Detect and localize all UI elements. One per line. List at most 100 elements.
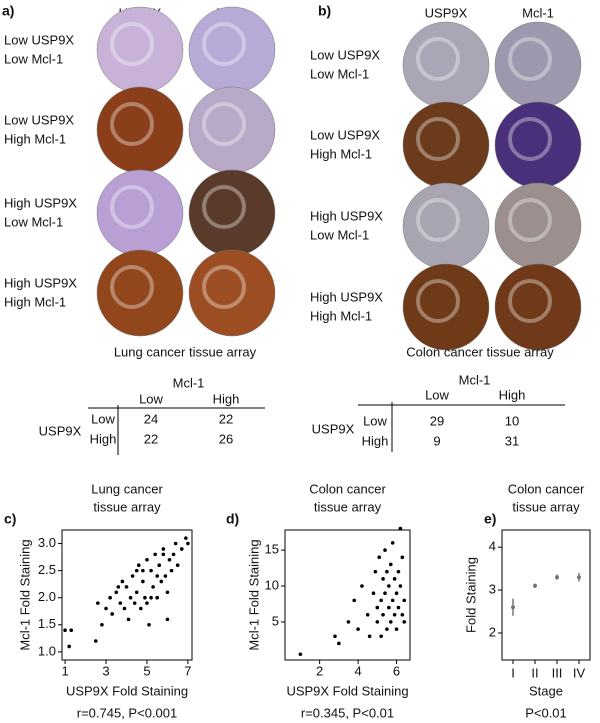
- row-label: Low USP9X: [4, 112, 74, 127]
- tissue-texture: [110, 22, 154, 66]
- row-label: Low USP9X: [310, 47, 380, 62]
- point: [108, 595, 112, 600]
- tissue-core: [96, 249, 184, 337]
- x-axis-label: Stage: [529, 683, 563, 698]
- x-tick-label: 6: [393, 663, 400, 678]
- table-cell: 31: [505, 433, 519, 448]
- x-tick-label: 2: [316, 663, 323, 678]
- point: [381, 577, 385, 581]
- point: [132, 601, 137, 605]
- tissue-core: [96, 169, 184, 257]
- panel-label: b): [318, 3, 331, 19]
- point: [141, 568, 145, 573]
- point: [124, 585, 129, 589]
- x-tick-label: 1: [61, 663, 68, 678]
- plot-frame: [501, 529, 591, 661]
- point: [136, 563, 141, 568]
- table-cell: 22: [219, 411, 233, 426]
- chart-title: tissue array: [93, 499, 161, 514]
- point: [333, 634, 337, 639]
- point: [388, 562, 393, 567]
- tissue-texture: [508, 198, 552, 242]
- panel-label: d): [226, 511, 239, 527]
- annotation: r=0.745, P<0.001: [77, 705, 177, 720]
- point: [400, 555, 405, 560]
- y-tick-label: 4: [489, 539, 496, 554]
- point: [175, 563, 180, 568]
- point: [186, 541, 190, 546]
- y-tick-label: 5: [272, 613, 279, 628]
- table-column-title: Mcl-1: [459, 372, 491, 387]
- row-label: High Mcl-1: [4, 131, 66, 146]
- x-tick-label: II: [531, 665, 538, 680]
- y-tick-label: 1.5: [38, 616, 56, 631]
- tissue-core: [494, 101, 582, 189]
- point: [151, 585, 155, 589]
- column-header: Mcl-1: [522, 5, 554, 20]
- table-cell: 26: [219, 431, 233, 446]
- x-tick-label: 4: [354, 663, 361, 678]
- tissue-core: [188, 249, 276, 337]
- point: [128, 595, 133, 600]
- point: [383, 548, 387, 552]
- row-label: High Mcl-1: [310, 146, 372, 161]
- plot-frame: [61, 529, 193, 661]
- point: [367, 634, 372, 639]
- chart-title: Colon cancer: [508, 481, 585, 496]
- point: [126, 617, 131, 622]
- point: [173, 541, 178, 546]
- point: [120, 579, 125, 584]
- point: [356, 627, 360, 631]
- row-label: Low Mcl-1: [310, 227, 369, 242]
- row-label: Low Mcl-1: [4, 51, 63, 66]
- point: [114, 590, 119, 595]
- point: [555, 575, 559, 580]
- row-label: High USP9X: [310, 289, 383, 304]
- point: [398, 584, 403, 588]
- point: [104, 606, 108, 611]
- row-label: Low Mcl-1: [310, 66, 369, 81]
- point: [390, 598, 395, 603]
- tissue-texture: [416, 198, 460, 242]
- point: [110, 612, 114, 616]
- point: [179, 547, 184, 551]
- tissue-texture: [508, 117, 552, 161]
- tissue-texture: [110, 102, 154, 146]
- row-label: Low Mcl-1: [4, 214, 63, 229]
- tissue-texture: [202, 102, 246, 146]
- y-tick-label: 15: [265, 542, 279, 557]
- point: [163, 574, 168, 578]
- point: [360, 584, 364, 588]
- point: [157, 563, 162, 568]
- point: [392, 612, 397, 617]
- point: [346, 620, 351, 624]
- x-tick-label: 5: [143, 663, 150, 678]
- table-cell: 9: [433, 433, 440, 448]
- point: [69, 628, 74, 633]
- table-column-header: Low: [139, 391, 163, 406]
- table-cell: 10: [505, 413, 519, 428]
- point: [388, 620, 393, 624]
- chart-title: tissue array: [314, 499, 382, 514]
- tissue-core: [402, 21, 490, 109]
- point: [365, 612, 370, 617]
- table-column-title: Mcl-1: [173, 375, 205, 390]
- point: [130, 574, 135, 578]
- tissue-core: [402, 182, 490, 270]
- point: [161, 552, 166, 557]
- row-label: Low USP9X: [4, 32, 74, 47]
- y-axis-label: Mcl-1 Fold Staining: [246, 539, 261, 650]
- y-axis-label: Fold Staining: [463, 557, 478, 633]
- table-column-header: High: [499, 387, 526, 402]
- point: [396, 605, 401, 610]
- tissue-texture: [110, 265, 154, 309]
- table-cell: 29: [430, 413, 444, 428]
- point: [100, 622, 104, 627]
- table-cell: 24: [144, 411, 158, 426]
- point: [165, 617, 170, 622]
- point: [118, 601, 123, 605]
- y-tick-label: 2.5: [38, 562, 56, 577]
- x-axis-label: USP9X Fold Staining: [66, 683, 188, 698]
- tissue-core: [494, 182, 582, 270]
- y-tick-label: 1.0: [38, 643, 56, 658]
